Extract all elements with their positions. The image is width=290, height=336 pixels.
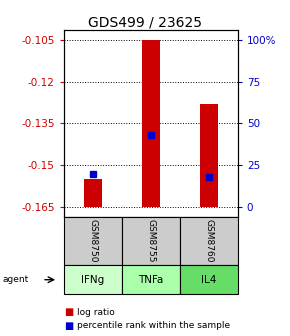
Text: ■: ■ [64,321,73,331]
Text: TNFa: TNFa [138,275,164,285]
Text: GSM8750: GSM8750 [88,219,97,263]
Bar [200,104,218,207]
Text: IL4: IL4 [201,275,217,285]
Text: percentile rank within the sample: percentile rank within the sample [77,322,230,330]
Bar [142,40,160,207]
Text: agent: agent [3,275,29,284]
Text: GSM8755: GSM8755 [146,219,155,263]
Text: log ratio: log ratio [77,308,115,317]
Bar [84,179,102,207]
Text: GSM8760: GSM8760 [204,219,213,263]
Text: IFNg: IFNg [81,275,104,285]
Text: GDS499 / 23625: GDS499 / 23625 [88,15,202,29]
Text: ■: ■ [64,307,73,318]
